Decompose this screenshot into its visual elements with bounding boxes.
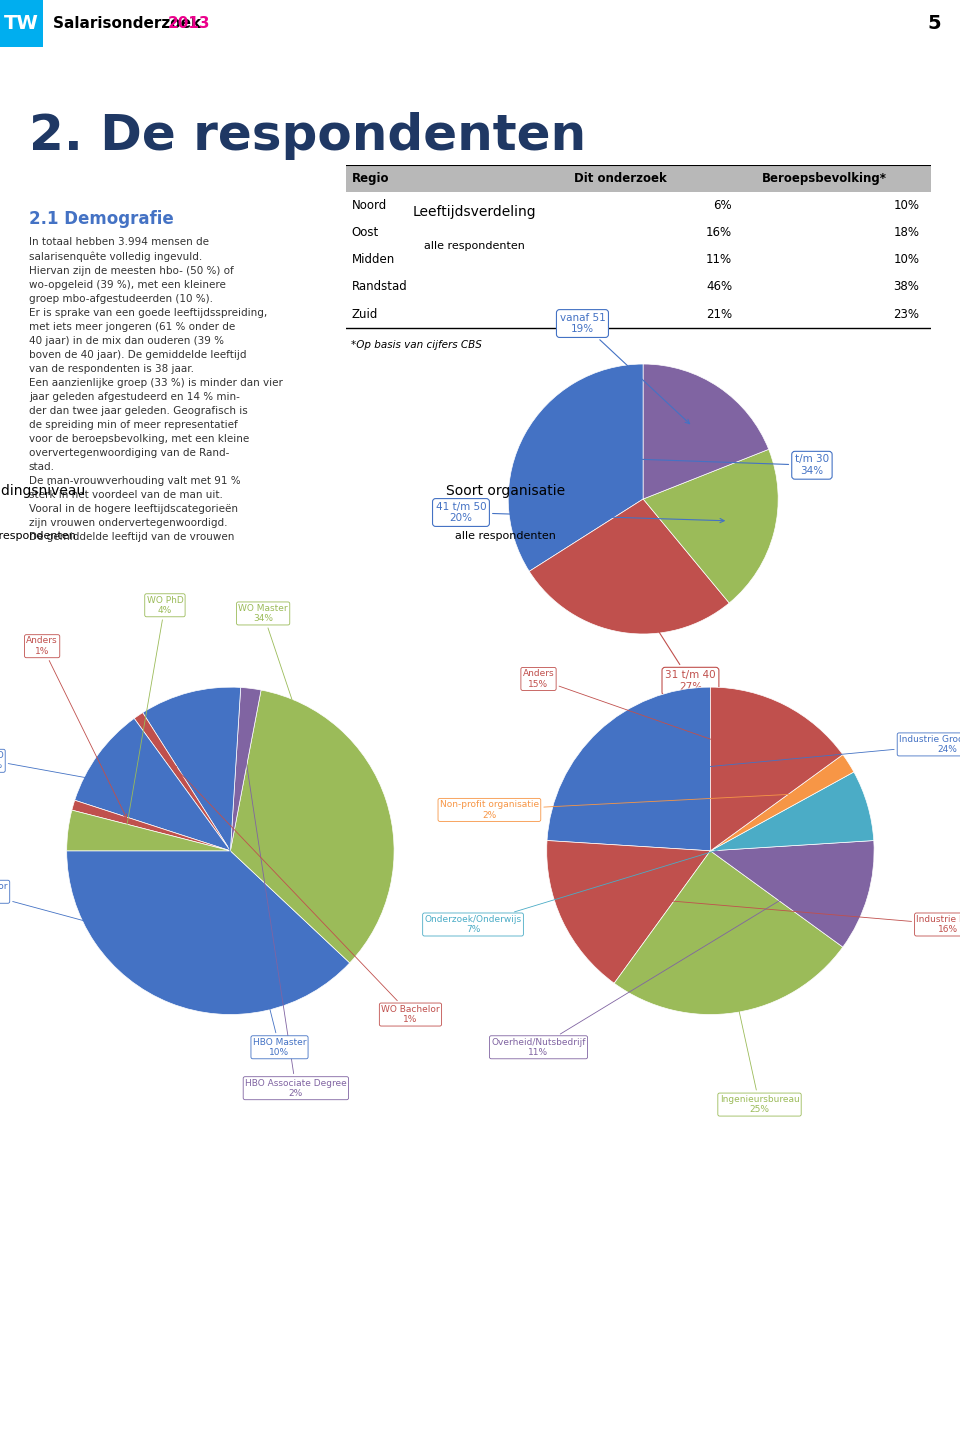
Wedge shape <box>230 691 395 964</box>
Wedge shape <box>643 449 779 603</box>
Text: 10%: 10% <box>894 253 920 267</box>
Wedge shape <box>547 686 710 850</box>
Text: Industrie MKB
16%: Industrie MKB 16% <box>618 895 960 935</box>
Text: Onderzoek/Onderwijs
7%: Onderzoek/Onderwijs 7% <box>424 821 809 935</box>
Wedge shape <box>72 800 230 850</box>
Text: Oost: Oost <box>351 227 378 240</box>
Text: alle respondenten: alle respondenten <box>0 531 76 541</box>
Text: Midden: Midden <box>351 253 395 267</box>
Text: 38%: 38% <box>894 280 920 293</box>
Wedge shape <box>134 712 230 850</box>
Text: Leeftijdsverdeling: Leeftijdsverdeling <box>413 205 537 220</box>
Text: 23%: 23% <box>894 307 920 320</box>
Text: Opleidingsniveau: Opleidingsniveau <box>0 484 85 498</box>
Text: Regio: Regio <box>351 172 389 185</box>
Wedge shape <box>529 500 730 633</box>
Text: Noord: Noord <box>351 200 387 213</box>
Text: In totaal hebben 3.994 mensen de
salarisenquête volledig ingevuld.
Hiervan zijn : In totaal hebben 3.994 mensen de salaris… <box>29 237 282 541</box>
Text: 31 t/m 40
27%: 31 t/m 40 27% <box>632 589 716 692</box>
Text: MBO
10%: MBO 10% <box>0 751 141 788</box>
Text: Industrie Grootbedrijf
24%: Industrie Grootbedrijf 24% <box>641 735 960 774</box>
Text: 2013: 2013 <box>168 16 210 32</box>
Text: 2.1 Demografie: 2.1 Demografie <box>29 210 174 228</box>
Text: Non-profit organisatie
2%: Non-profit organisatie 2% <box>440 793 797 820</box>
Text: WO Bachelor
1%: WO Bachelor 1% <box>173 765 440 1024</box>
Text: 21%: 21% <box>706 307 732 320</box>
Wedge shape <box>614 850 843 1014</box>
Bar <box>346 165 931 192</box>
Wedge shape <box>230 688 261 850</box>
Wedge shape <box>710 754 853 850</box>
Wedge shape <box>508 365 643 572</box>
Text: 41 t/m 50
20%: 41 t/m 50 20% <box>436 501 724 523</box>
Text: alle respondenten: alle respondenten <box>424 241 525 251</box>
Text: HBO Associate Degree
2%: HBO Associate Degree 2% <box>243 750 347 1099</box>
Text: 46%: 46% <box>706 280 732 293</box>
Text: 6%: 6% <box>713 200 732 213</box>
Wedge shape <box>143 688 241 850</box>
Wedge shape <box>66 850 349 1014</box>
Text: HBO Master
10%: HBO Master 10% <box>204 751 306 1057</box>
Text: vanaf 51
19%: vanaf 51 19% <box>560 313 689 424</box>
Text: WO Master
34%: WO Master 34% <box>238 603 331 814</box>
Wedge shape <box>66 810 230 852</box>
Text: alle respondenten: alle respondenten <box>455 531 556 541</box>
Text: 11%: 11% <box>706 253 732 267</box>
Text: 5: 5 <box>927 14 941 33</box>
Text: TW: TW <box>4 14 38 33</box>
Text: Dit onderzoek: Dit onderzoek <box>574 172 667 185</box>
Text: t/m 30
34%: t/m 30 34% <box>570 454 829 477</box>
Text: Salarisonderzoek: Salarisonderzoek <box>53 16 206 32</box>
Text: Zuid: Zuid <box>351 307 378 320</box>
Wedge shape <box>710 773 874 850</box>
Bar <box>0 0 43 47</box>
Text: Beroepsbevolking*: Beroepsbevolking* <box>761 172 886 185</box>
Text: WO PhD
4%: WO PhD 4% <box>124 596 183 834</box>
Wedge shape <box>75 718 230 850</box>
Text: 16%: 16% <box>706 227 732 240</box>
Text: Overheid/Nutsbedrijf
11%: Overheid/Nutsbedrijf 11% <box>492 883 809 1057</box>
Text: Soort organisatie: Soort organisatie <box>446 484 565 498</box>
Text: *Op basis van cijfers CBS: *Op basis van cijfers CBS <box>351 340 482 350</box>
Wedge shape <box>710 686 843 850</box>
Wedge shape <box>710 840 875 948</box>
Text: Randstad: Randstad <box>351 280 407 293</box>
Text: 18%: 18% <box>894 227 920 240</box>
Text: Anders
1%: Anders 1% <box>26 636 127 819</box>
Wedge shape <box>643 365 769 500</box>
Text: 2. De respondenten: 2. De respondenten <box>29 112 586 161</box>
Text: 10%: 10% <box>894 200 920 213</box>
Wedge shape <box>546 840 710 984</box>
Text: Ingenieursbureau
25%: Ingenieursbureau 25% <box>720 959 800 1114</box>
Text: HBO Bachelor
38%: HBO Bachelor 38% <box>0 882 187 949</box>
Text: Anders
15%: Anders 15% <box>522 669 756 755</box>
